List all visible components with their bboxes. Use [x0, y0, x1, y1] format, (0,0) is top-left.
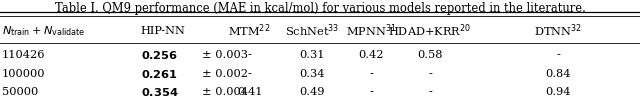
- Text: 0.84: 0.84: [545, 69, 571, 79]
- Text: 0.58: 0.58: [417, 50, 443, 60]
- Text: $\mathbf{0.261}$: $\mathbf{0.261}$: [141, 68, 177, 80]
- Text: -: -: [248, 50, 252, 60]
- Text: ± 0.004: ± 0.004: [202, 87, 248, 97]
- Text: $\mathbf{0.256}$: $\mathbf{0.256}$: [141, 49, 178, 61]
- Text: -: -: [369, 87, 373, 97]
- Text: 0.31: 0.31: [300, 50, 325, 60]
- Text: 50000: 50000: [2, 87, 38, 97]
- Text: 0.49: 0.49: [300, 87, 325, 97]
- Text: -: -: [556, 50, 560, 60]
- Text: MPNN$^{31}$: MPNN$^{31}$: [346, 23, 397, 39]
- Text: ± 0.003: ± 0.003: [202, 50, 248, 60]
- Text: DTNN$^{32}$: DTNN$^{32}$: [534, 23, 582, 39]
- Text: $\mathbf{0.354}$: $\mathbf{0.354}$: [141, 86, 179, 98]
- Text: -: -: [428, 87, 432, 97]
- Text: HDAD+KRR$^{20}$: HDAD+KRR$^{20}$: [388, 23, 472, 39]
- Text: 0.34: 0.34: [300, 69, 325, 79]
- Text: 0.41: 0.41: [237, 87, 262, 97]
- Text: -: -: [428, 69, 432, 79]
- Text: -: -: [248, 69, 252, 79]
- Text: ± 0.002: ± 0.002: [202, 69, 248, 79]
- Text: HIP-NN: HIP-NN: [141, 26, 186, 36]
- Text: SchNet$^{33}$: SchNet$^{33}$: [285, 23, 339, 39]
- Text: 100000: 100000: [2, 69, 45, 79]
- Text: $N_{\mathrm{train}} + N_{\mathrm{validate}}$: $N_{\mathrm{train}} + N_{\mathrm{validat…: [2, 24, 86, 38]
- Text: -: -: [369, 69, 373, 79]
- Text: Table I. QM9 performance (MAE in kcal/mol) for various models reported in the li: Table I. QM9 performance (MAE in kcal/mo…: [54, 2, 586, 15]
- Text: 0.42: 0.42: [358, 50, 384, 60]
- Text: MTM$^{22}$: MTM$^{22}$: [228, 23, 271, 39]
- Text: 0.94: 0.94: [545, 87, 571, 97]
- Text: 110426: 110426: [2, 50, 45, 60]
